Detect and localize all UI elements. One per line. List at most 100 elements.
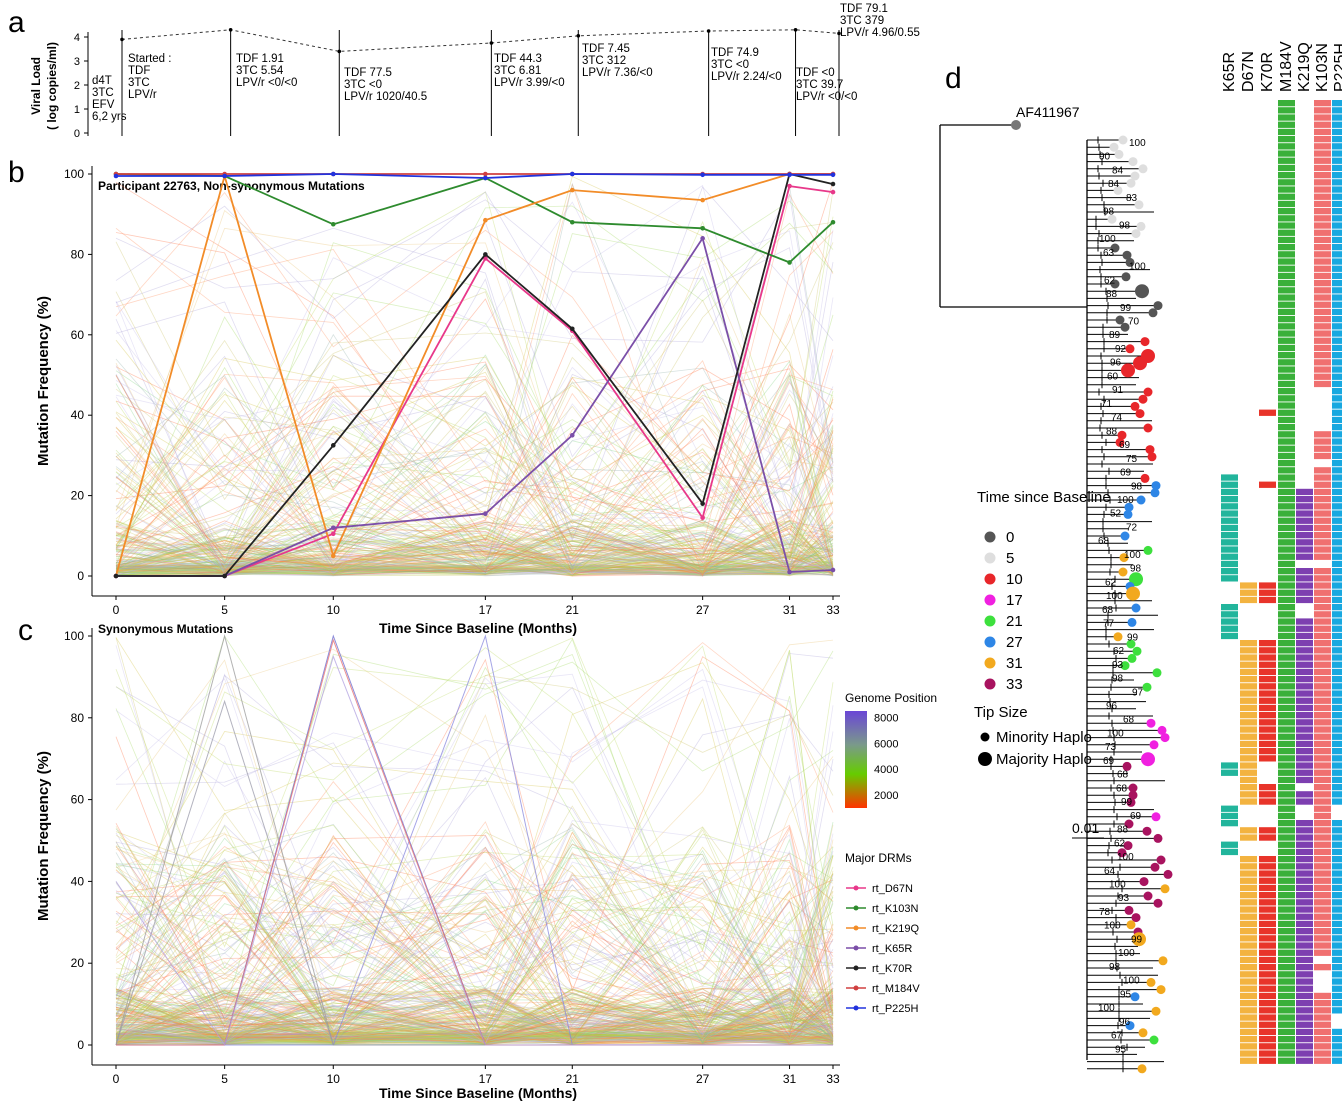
panel-a-point — [837, 31, 841, 36]
heatmap-cell-M184V — [1278, 186, 1295, 193]
heatmap-cell-P225H — [1332, 784, 1342, 791]
panel-c-xtick-label: 21 — [566, 1072, 580, 1086]
heatmap-cell-K70R — [1259, 740, 1276, 748]
heatmap-cell-D67N — [1240, 791, 1257, 798]
panel-b-mutation-trace — [115, 532, 834, 575]
panel-c-mutation-trace — [115, 878, 834, 1026]
time-legend-label: 10 — [1006, 571, 1023, 588]
panel-b-mutation-trace — [115, 520, 834, 577]
heatmap-cell-K103N — [1314, 236, 1331, 244]
panel-c-mutation-trace — [115, 989, 834, 1041]
tree-tip — [1131, 913, 1141, 923]
heatmap-cell-K65R — [1221, 805, 1238, 812]
panel-a-annotation-line: d4T — [92, 75, 112, 87]
bootstrap-label: 62 — [1114, 838, 1126, 849]
panel-b-mutation-trace — [115, 524, 834, 576]
series-point-rt_P225H — [222, 173, 227, 179]
panel-c-mutation-trace — [115, 992, 834, 1045]
heatmap-cell-D67N — [1240, 776, 1257, 784]
panel-b-mutation-trace — [115, 532, 834, 576]
panel-c-mutation-trace — [115, 873, 834, 1035]
panel-c-mutation-trace — [115, 987, 834, 1045]
heatmap-cell-M184V — [1278, 157, 1295, 164]
panel-b-mutation-trace — [115, 532, 834, 576]
heatmap-cell-M184V — [1278, 200, 1295, 208]
outgroup-tip — [1011, 120, 1021, 130]
panel-c-mutation-trace — [115, 988, 834, 1044]
heatmap-cell-P225H — [1332, 589, 1342, 596]
panel-c-mutation-trace — [115, 999, 834, 1045]
panel-b-mutation-trace — [115, 536, 834, 576]
panel-c-mutation-trace — [115, 834, 834, 1045]
panel-c-mutation-trace — [115, 857, 834, 1035]
heatmap-cell-K103N — [1314, 596, 1331, 604]
heatmap-cell-M184V — [1278, 179, 1295, 186]
tree-tip — [1119, 553, 1129, 563]
panel-c-mutation-trace — [115, 820, 834, 1019]
panel-c-mutation-trace — [115, 988, 834, 1041]
series-point-rt_K65R — [700, 236, 705, 241]
bootstrap-label: 93 — [1118, 893, 1130, 904]
panel-a-point — [337, 49, 342, 54]
heatmap-cell-P225H — [1332, 474, 1342, 481]
panel-c-mutation-trace — [115, 993, 834, 1044]
panel-c-mutation-trace — [115, 638, 834, 1015]
tree-tip — [1109, 142, 1119, 152]
panel-b-mutation-trace — [115, 558, 834, 575]
heatmap-cell-P225H — [1332, 733, 1342, 740]
panel-c-mutation-trace — [115, 994, 834, 1045]
heatmap-cell-D67N — [1240, 863, 1257, 870]
panel-c-mutation-trace — [115, 1007, 834, 1045]
panel-b-mutation-trace — [115, 432, 834, 558]
panel-c-mutation-trace — [115, 853, 834, 1033]
panel-c-mutation-trace — [115, 1001, 834, 1045]
panel-c-mutation-trace — [115, 1016, 834, 1040]
bootstrap-label: 69 — [1119, 440, 1131, 451]
series-point-rt_P225H — [569, 171, 575, 177]
panel-b-mutation-trace — [115, 554, 834, 576]
heatmap-cell-K103N — [1314, 719, 1331, 726]
panel-b-mutation-trace — [115, 520, 834, 573]
panel-b-mutation-trace — [115, 532, 834, 577]
heatmap-cell-K70R — [1259, 827, 1276, 834]
panel-c-mutation-trace — [115, 823, 834, 1044]
heatmap-header-P225H: P225H — [1332, 43, 1342, 92]
heatmap-cell-P225H — [1332, 107, 1342, 114]
panel-b-mutation-trace — [115, 190, 834, 528]
panel-c-mutation-trace — [115, 833, 834, 1036]
panel-b-mutation-trace — [115, 401, 834, 573]
heatmap-cell-K70R — [1259, 676, 1276, 683]
panel-b-mutation-trace — [115, 380, 834, 573]
heatmap-cell-K103N — [1314, 251, 1331, 258]
tree-tip — [1121, 272, 1131, 282]
series-point-rt_K103N — [330, 221, 336, 227]
panel-b-mutation-trace — [115, 523, 834, 576]
heatmap-cell-P225H — [1332, 870, 1342, 877]
heatmap-cell-P225H — [1332, 618, 1342, 625]
heatmap-cell-M184V — [1278, 488, 1295, 496]
panel-b-mutation-trace — [115, 465, 834, 564]
panel-c-mutation-trace — [115, 821, 834, 1045]
panel-c-mutation-trace — [115, 999, 834, 1044]
panel-b-mutation-trace — [115, 520, 834, 574]
panel-c-mutation-trace — [115, 874, 834, 1043]
heatmap-cell-D67N — [1240, 892, 1257, 899]
panel-b-mutation-trace — [115, 531, 834, 572]
panel-b-mutation-trace — [115, 524, 834, 575]
heatmap-cell-K70R — [1259, 668, 1276, 676]
heatmap-cell-M184V — [1278, 784, 1295, 791]
heatmap-cell-K219Q — [1296, 791, 1313, 798]
panel-b-mutation-trace — [115, 539, 834, 575]
heatmap-cell-P225H — [1332, 532, 1342, 539]
panel-b-mutation-trace — [115, 377, 834, 576]
tree-tip — [1127, 653, 1137, 663]
heatmap-cell-K103N — [1314, 935, 1331, 942]
time-legend-label: 27 — [1006, 634, 1023, 651]
panel-c-mutation-trace — [115, 1021, 834, 1045]
heatmap-cell-M184V — [1278, 553, 1295, 560]
panel-c-mutation-trace — [115, 1032, 834, 1046]
heatmap-cell-M184V — [1278, 121, 1295, 128]
panel-c-mutation-trace — [115, 1020, 834, 1041]
heatmap-cell-M184V — [1278, 474, 1295, 481]
tree-tip — [1118, 567, 1128, 577]
